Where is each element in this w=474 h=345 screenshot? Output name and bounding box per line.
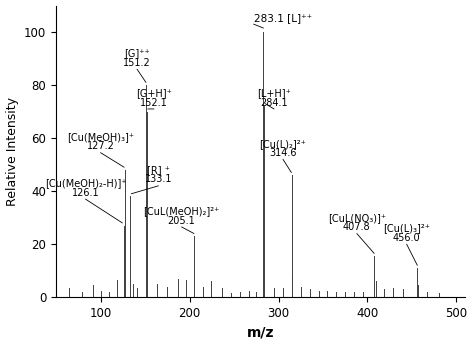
Text: [Cu(L)₃]²⁺: [Cu(L)₃]²⁺ bbox=[383, 224, 430, 234]
Text: 205.1: 205.1 bbox=[168, 216, 195, 226]
Text: 126.1: 126.1 bbox=[72, 188, 99, 198]
Text: [Cu(L)₂]²⁺: [Cu(L)₂]²⁺ bbox=[260, 139, 306, 149]
Text: [Cu(MeOH)₂-H)]⁺: [Cu(MeOH)₂-H)]⁺ bbox=[45, 178, 126, 188]
Text: [G+H]⁺: [G+H]⁺ bbox=[136, 88, 172, 98]
Text: 151.2: 151.2 bbox=[123, 58, 151, 68]
X-axis label: m/z: m/z bbox=[247, 325, 274, 339]
Text: [Cu(MeOH)₃]⁺: [Cu(MeOH)₃]⁺ bbox=[67, 132, 134, 142]
Text: [G]⁺⁺: [G]⁺⁺ bbox=[124, 49, 150, 59]
Text: 284.1: 284.1 bbox=[260, 98, 288, 108]
Text: [R] ⁺: [R] ⁺ bbox=[147, 165, 170, 175]
Text: 152.1: 152.1 bbox=[140, 98, 168, 108]
Text: [L+H]⁺: [L+H]⁺ bbox=[257, 88, 291, 98]
Text: [CuL(MeOH)₂]²⁺: [CuL(MeOH)₂]²⁺ bbox=[143, 206, 220, 216]
Text: 456.0: 456.0 bbox=[393, 233, 420, 243]
Text: 127.2: 127.2 bbox=[87, 141, 115, 151]
Text: 314.6: 314.6 bbox=[269, 148, 297, 158]
Text: 283.1 [L]⁺⁺: 283.1 [L]⁺⁺ bbox=[254, 13, 312, 23]
Text: 407.8: 407.8 bbox=[343, 222, 371, 232]
Y-axis label: Relative Intensity: Relative Intensity bbox=[6, 97, 18, 206]
Text: [CuL(NO₃)]⁺: [CuL(NO₃)]⁺ bbox=[328, 213, 386, 223]
Text: 133.1: 133.1 bbox=[145, 175, 172, 185]
